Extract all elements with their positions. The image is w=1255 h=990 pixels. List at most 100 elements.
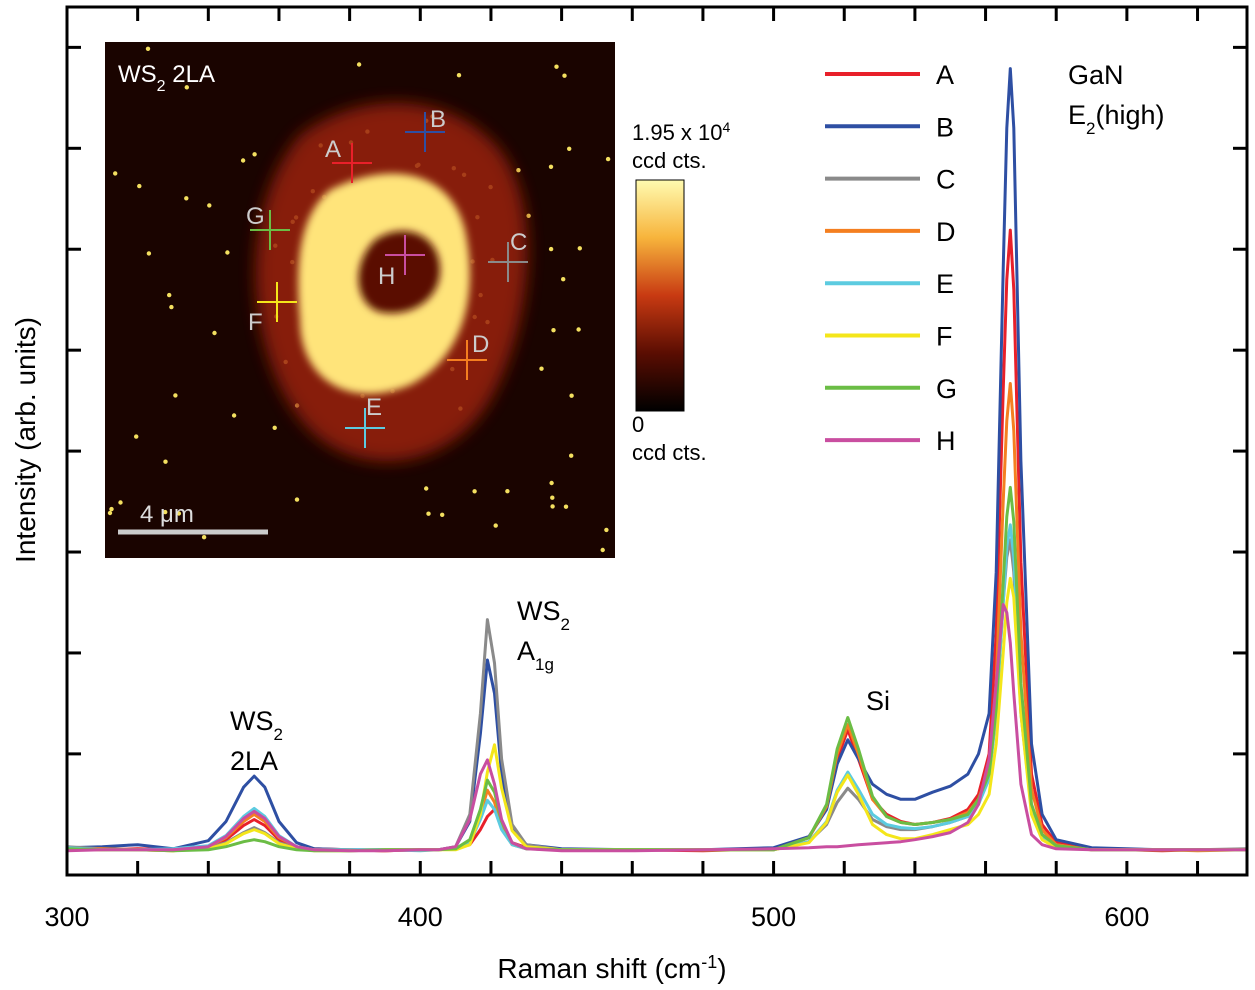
x-axis-label: Raman shift (cm-1) [497,952,726,984]
subscript: 1g [535,655,554,674]
point-label: B [430,106,446,133]
series-line [67,540,1247,851]
subscript: 2 [1086,119,1095,138]
inset-dot [549,165,553,169]
text-part: WS [230,706,274,736]
inset-dot [472,489,476,493]
series-line [67,525,1247,851]
legend-label: B [936,112,954,142]
text-part: ) [717,953,726,984]
text-part: (high) [1095,100,1164,130]
inset-dot [137,184,141,188]
inset-dot [357,62,361,66]
inset-dot [241,158,245,162]
inset-dot [549,247,553,251]
subscript: 2 [561,615,570,634]
point-label: A [325,136,341,163]
inset-dot [505,489,509,493]
inset-dot [564,505,568,509]
scale-bar-label: 4 μm [140,501,194,528]
inset-dot [550,496,554,500]
inset-dot [601,548,605,552]
colorbar-max: 1.95 x 104 [632,119,731,145]
legend-label: D [936,217,956,247]
inset-dot [424,486,428,490]
colorbar-min: 0 [632,412,644,437]
inset-dot [562,74,566,78]
legend-label: F [936,322,953,352]
inset-dot [113,171,117,175]
inset-dot [252,152,256,156]
inset-dot [526,214,530,218]
text-part: 1.95 x 10 [632,120,723,145]
inset-dot [146,47,150,51]
colorbar [636,180,684,411]
inset-dot [134,434,138,438]
point-label: F [248,309,263,336]
legend-label: G [936,374,957,404]
point-label: H [378,263,395,290]
point-label: E [366,394,382,421]
annotation: A1g [517,636,554,674]
inset-dot [567,147,571,151]
x-tick-label: 300 [44,902,89,932]
text-part: E [1068,100,1086,130]
inset-dot [212,331,216,335]
inset-dot [440,513,444,517]
text-part: Si [866,686,890,716]
legend-label: A [936,60,954,90]
page: {"chart_data": { "type": "line", "x_labe… [0,0,1255,990]
legend-label: H [936,426,956,456]
inset-dot [169,305,173,309]
inset-dot [147,251,151,255]
inset-dot [207,203,211,207]
inset-dot [569,454,573,458]
superscript: -1 [701,952,717,972]
colorbar-max-unit: ccd cts. [632,148,707,173]
inset-map: 4 μm WS2 2LA 1.95 x 104 ccd cts. 0 ccd c… [105,42,731,558]
point-label: C [510,229,527,256]
annotation: 2LA [230,746,278,776]
inset-dot [202,535,206,539]
inset-dot [604,528,608,532]
x-tick-label: 400 [398,902,443,932]
inset-dot [576,327,580,331]
inset-dot [606,157,610,161]
inset-dot [426,512,430,516]
inset-dot [494,523,498,527]
annotation: WS2 [517,596,570,634]
y-axis-label: Intensity (arb. units) [10,317,41,563]
inset-dot [232,413,236,417]
inset-dot [108,511,112,515]
legend-label: E [936,269,954,299]
inset-dot [561,277,565,281]
subscript: 2 [274,725,283,744]
x-tick-label: 600 [1104,902,1149,932]
annotation: GaN [1068,60,1124,90]
text-part: 2LA [230,746,278,776]
point-label: D [472,331,489,358]
inset-dot [549,481,553,485]
inset-dot [569,394,573,398]
text-part: A [517,636,535,666]
inset-dot [550,504,554,508]
text-part: Raman shift (cm [497,953,701,984]
inset-dot [109,507,113,511]
text-part: GaN [1068,60,1124,90]
inset-dot [516,168,520,172]
annotation: WS2 [230,706,283,744]
annotation: Si [866,686,890,716]
text-part: 2LA [166,61,215,88]
annotation: E2(high) [1068,100,1165,138]
text-part: WS [118,61,157,88]
x-tick-label: 500 [751,902,796,932]
inset-dot [551,328,555,332]
inset-dot [457,73,461,77]
subscript: 2 [157,78,166,95]
inset-dot [273,426,277,430]
inset-dot [173,393,177,397]
inset-dot [163,460,167,464]
inset-dot [539,367,543,371]
inset-dot [184,196,188,200]
inset-dot [118,500,122,504]
